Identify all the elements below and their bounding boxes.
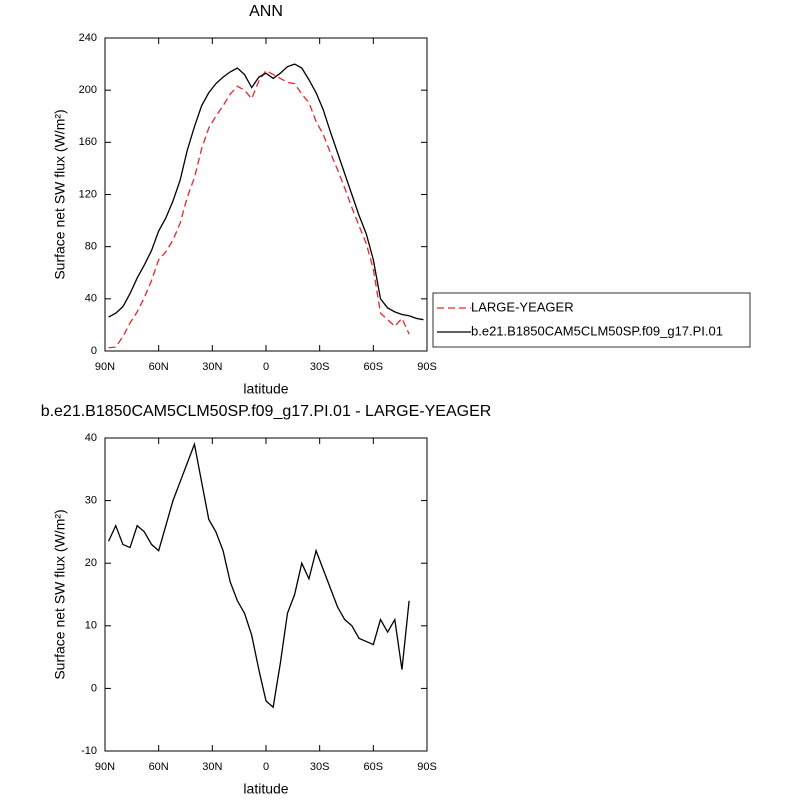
data-line bbox=[108, 63, 424, 321]
x-tick-label: 60N bbox=[149, 361, 169, 373]
x-tick-label: 60S bbox=[364, 761, 384, 773]
x-tick-label: 30N bbox=[202, 361, 222, 373]
plot-frame bbox=[104, 437, 428, 752]
y-axis-label: Surface net SW flux (W/m²) bbox=[52, 509, 68, 679]
x-tick-label: 60S bbox=[364, 361, 384, 373]
y-tick-label: -10 bbox=[81, 745, 97, 757]
x-axis-label: latitude bbox=[243, 381, 288, 397]
y-tick-label: 40 bbox=[85, 432, 97, 444]
x-tick-label: 30N bbox=[202, 761, 222, 773]
y-tick-label: 10 bbox=[85, 620, 97, 632]
x-tick-label: 90N bbox=[95, 361, 115, 373]
x-tick-label: 90N bbox=[95, 761, 115, 773]
data-line bbox=[108, 69, 410, 349]
legend-label: LARGE-YEAGER bbox=[471, 299, 574, 314]
x-tick-label: 30S bbox=[310, 761, 330, 773]
x-tick-label: 60N bbox=[149, 761, 169, 773]
y-axis-label: Surface net SW flux (W/m²) bbox=[52, 109, 68, 279]
chart-title: b.e21.B1850CAM5CLM50SP.f09_g17.PI.01 - L… bbox=[41, 403, 492, 420]
y-tick-label: 0 bbox=[91, 345, 97, 357]
y-tick-label: 40 bbox=[85, 293, 97, 305]
x-tick-label: 90S bbox=[417, 361, 437, 373]
x-tick-label: 0 bbox=[263, 361, 269, 373]
y-tick-label: 160 bbox=[79, 136, 97, 148]
x-tick-label: 0 bbox=[263, 761, 269, 773]
y-tick-label: 30 bbox=[85, 495, 97, 507]
y-tick-label: 200 bbox=[79, 84, 97, 96]
chart-title: ANN bbox=[249, 3, 283, 20]
x-axis-label: latitude bbox=[243, 781, 288, 797]
y-tick-label: 120 bbox=[79, 188, 97, 200]
y-tick-label: 240 bbox=[79, 32, 97, 44]
x-tick-label: 90S bbox=[417, 761, 437, 773]
y-tick-label: 80 bbox=[85, 241, 97, 253]
legend-label: b.e21.B1850CAM5CLM50SP.f09_g17.PI.01 bbox=[471, 323, 723, 338]
data-line bbox=[107, 441, 410, 709]
y-tick-label: 0 bbox=[91, 682, 97, 694]
x-tick-label: 30S bbox=[310, 361, 330, 373]
legend-box bbox=[432, 292, 751, 348]
y-tick-label: 20 bbox=[85, 557, 97, 569]
